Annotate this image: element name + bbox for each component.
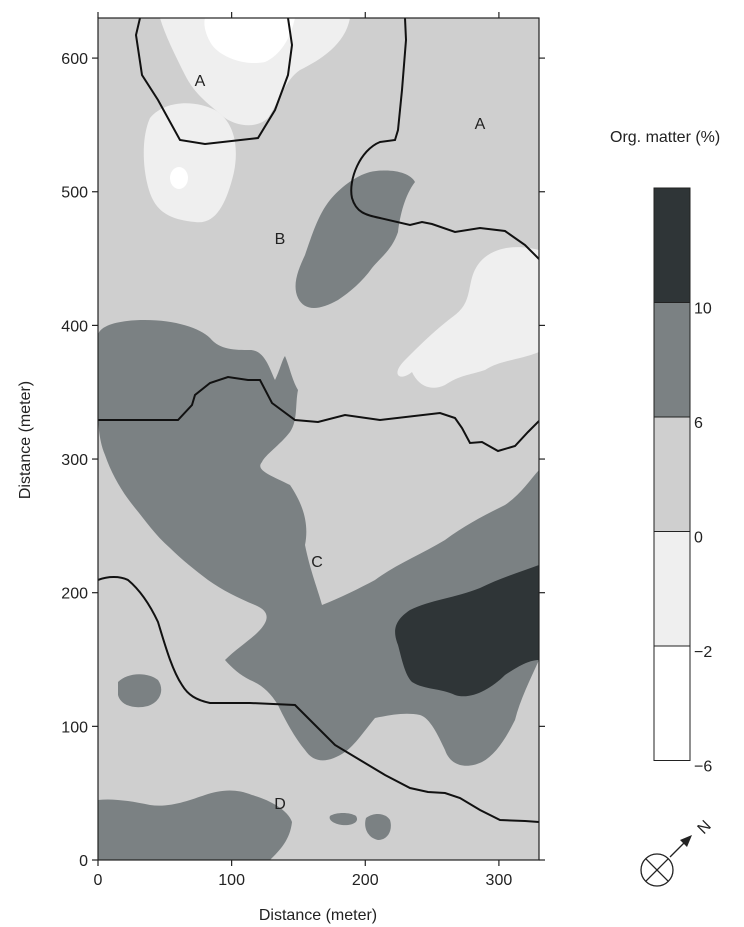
light-region-west xyxy=(143,103,236,223)
darkest-region xyxy=(395,565,539,697)
axis-ticks xyxy=(92,12,545,866)
north-arrow-head xyxy=(680,835,692,847)
dark-region-small-west xyxy=(118,674,162,708)
dark-region-small-d xyxy=(365,814,391,840)
zone-label-c: C xyxy=(311,554,323,571)
axis-tick-labels: 0 100 200 300 0 100 200 300 400 500 600 xyxy=(61,51,512,889)
boundary-line-cd xyxy=(98,576,539,823)
zone-label-b: B xyxy=(275,231,286,248)
x-tick-label: 100 xyxy=(218,872,245,889)
white-region-top xyxy=(204,18,295,64)
y-tick-label: 300 xyxy=(61,452,88,469)
zone-labels: A A B C D xyxy=(195,73,486,813)
north-arrow-circle xyxy=(640,853,674,887)
legend-break-labels: 10 6 0 −2 −6 xyxy=(694,301,712,776)
legend-swatch xyxy=(653,416,691,532)
zone-label-a-north: A xyxy=(195,73,206,90)
legend-swatch xyxy=(653,302,691,418)
y-tick-label: 600 xyxy=(61,51,88,68)
legend-swatch xyxy=(653,645,691,761)
map-plot xyxy=(98,18,539,860)
light-region-east xyxy=(397,247,539,388)
legend-title: Org. matter (%) xyxy=(610,129,720,146)
y-tick-label: 0 xyxy=(79,853,88,870)
dark-region-b xyxy=(295,170,415,308)
x-axis-title: Distance (meter) xyxy=(259,907,377,924)
y-axis-title: Distance (meter) xyxy=(17,381,34,499)
white-spot xyxy=(170,167,188,189)
legend-swatch xyxy=(653,187,691,303)
x-tick-label: 0 xyxy=(94,872,103,889)
y-tick-label: 500 xyxy=(61,185,88,202)
boundary-line-ab xyxy=(350,18,539,260)
legend-break-label: 0 xyxy=(694,530,703,547)
north-arrow-cross-b xyxy=(645,858,669,882)
legend-swatch xyxy=(653,531,691,647)
x-tick-label: 300 xyxy=(486,872,513,889)
dark-region-small-c xyxy=(329,813,358,826)
boundary-line-a-north xyxy=(134,18,294,146)
y-tick-label: 200 xyxy=(61,586,88,603)
y-tick-label: 100 xyxy=(61,719,88,736)
x-tick-label: 200 xyxy=(352,872,379,889)
north-arrow-icon: N xyxy=(640,818,715,887)
zone-label-a-east: A xyxy=(475,116,486,133)
legend-break-label: −6 xyxy=(694,759,712,776)
zone-label-d: D xyxy=(274,796,286,813)
north-arrow-label: N xyxy=(695,818,715,838)
boundary-line-bc xyxy=(98,375,539,453)
plot-frame xyxy=(97,17,540,861)
legend-break-label: −2 xyxy=(694,644,712,661)
legend-swatches xyxy=(653,187,691,761)
light-region-top xyxy=(160,18,350,126)
dark-region-d xyxy=(98,790,292,860)
y-tick-label: 400 xyxy=(61,318,88,335)
legend: Org. matter (%) 10 6 0 −2 −6 xyxy=(610,129,720,776)
legend-break-label: 10 xyxy=(694,301,712,318)
legend-break-label: 6 xyxy=(694,415,703,432)
